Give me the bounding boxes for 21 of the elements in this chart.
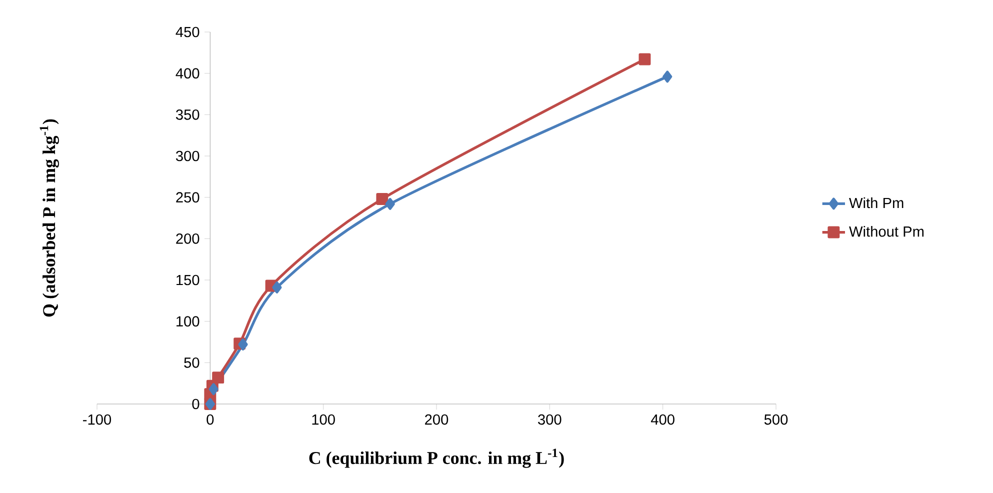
y-tick-label: 250 <box>176 192 200 203</box>
y-tick-label: 350 <box>176 110 200 120</box>
x-tick-label: 100 <box>312 414 335 425</box>
x-axis-title: C (equilibrium P conc. in mg L$^{-1}$) <box>309 448 564 468</box>
legend-label: With Pm <box>849 197 904 208</box>
x-tick-label: 500 <box>764 414 788 425</box>
y-tick-label: 450 <box>176 26 200 38</box>
x-tick-label: 300 <box>538 414 562 425</box>
y-tick-label: 0 <box>192 398 200 410</box>
y-tick-label: 150 <box>176 274 200 286</box>
y-tick-label: 300 <box>176 150 200 162</box>
y-tick-label: 50 <box>184 358 200 368</box>
x-tick-label: 400 <box>650 414 674 425</box>
x-tick-label: -100 <box>83 414 112 425</box>
y-tick-label: 200 <box>176 234 200 244</box>
y-axis-title: Q (adsorbed P in mg kg$^{-1}$) <box>40 119 59 317</box>
x-tick-label: 200 <box>425 414 448 425</box>
y-tick-label: 400 <box>176 68 200 79</box>
x-tick-label: 0 <box>206 414 214 425</box>
legend-label: Without Pm <box>849 226 924 237</box>
y-tick-label: 100 <box>176 316 200 327</box>
